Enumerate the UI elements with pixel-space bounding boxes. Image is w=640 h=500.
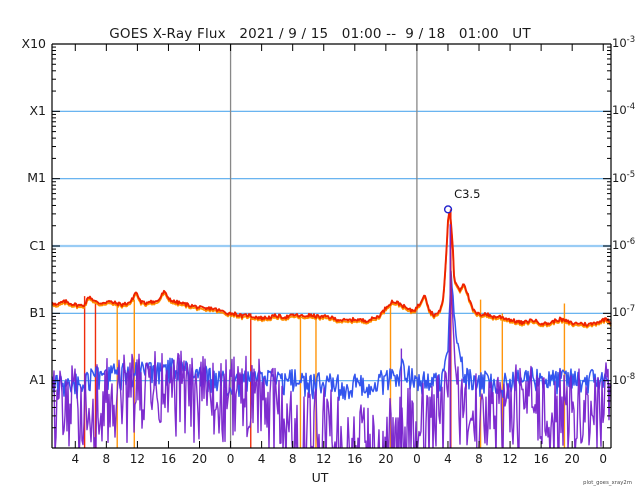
- y-axis-right-mantissa: 10: [612, 305, 627, 320]
- y-axis-left-labels: X10 X1 M1 C1 B1 A1: [0, 0, 46, 500]
- y-axis-right-tick-1: 10-4: [612, 103, 635, 116]
- x-axis-tick-13: 8: [475, 452, 483, 466]
- y-axis-left-tick-x1: X1: [29, 102, 46, 118]
- x-axis-tick-14: 12: [502, 452, 518, 466]
- y-axis-right-tick-3: 10-6: [612, 238, 635, 251]
- y-axis-right-labels: 10-3 10-4 10-5 10-6 10-7 10-8: [612, 0, 640, 500]
- x-axis-tick-7: 8: [288, 452, 297, 466]
- y-axis-left-tick-x10: X10: [21, 35, 46, 51]
- x-axis-tick-3: 16: [160, 452, 177, 466]
- x-axis-tick-8: 12: [316, 452, 332, 466]
- y-axis-right-tick-0: 10-3: [612, 36, 635, 49]
- x-axis-tick-2: 12: [129, 452, 146, 466]
- x-axis-tick-1: 8: [102, 452, 111, 466]
- x-axis-tick-9: 16: [347, 452, 363, 466]
- x-axis-tick-15: 16: [533, 452, 549, 466]
- y-axis-right-mantissa: 10: [612, 170, 627, 185]
- y-axis-right-tick-2: 10-5: [612, 169, 636, 185]
- x-axis-tick-6: 4: [257, 452, 266, 466]
- x-axis-tick-11: 0: [413, 452, 421, 466]
- y-axis-right-tick-5: 10-8: [612, 371, 636, 387]
- y-axis-left-tick-b1: B1: [29, 304, 46, 320]
- y-axis-right-mantissa: 10: [612, 237, 627, 252]
- y-axis-right-exponent: -6: [626, 237, 636, 247]
- x-axis-tick-5: 0: [226, 452, 235, 466]
- y-axis-right-exponent: -5: [626, 169, 636, 180]
- x-axis-tick-0: 4: [71, 452, 80, 466]
- y-axis-left-tick-a1: A1: [29, 372, 46, 388]
- flare-peak-marker-icon: [443, 205, 453, 214]
- x-axis-tick-16: 20: [564, 452, 580, 466]
- y-axis-right-tick-4: 10-7: [612, 305, 635, 318]
- x-axis-tick-12: 4: [444, 452, 452, 466]
- x-axis-tick-4: 20: [191, 452, 208, 466]
- y-axis-right-mantissa: 10: [612, 372, 627, 387]
- watermark-text: plot_goes_xray2m: [583, 480, 632, 486]
- y-axis-right-exponent: -8: [626, 371, 636, 382]
- y-axis-right-exponent: -7: [626, 304, 636, 315]
- y-axis-right-exponent: -3: [626, 35, 636, 45]
- x-axis-tick-10: 20: [378, 452, 394, 466]
- y-axis-left-tick-c1: C1: [29, 237, 46, 253]
- y-axis-right-mantissa: 10: [612, 35, 627, 50]
- page-title: GOES X-Ray Flux 2021 / 9 / 15 01:00 -- 9…: [109, 26, 531, 42]
- y-axis-right-exponent: -4: [626, 102, 636, 113]
- flare-peak-label: C3.5: [454, 187, 481, 202]
- y-axis-left-tick-m1: M1: [27, 170, 46, 186]
- x-axis-label: UT: [311, 470, 329, 485]
- y-axis-right-mantissa: 10: [612, 103, 627, 118]
- x-axis-tick-17: 0: [599, 452, 608, 466]
